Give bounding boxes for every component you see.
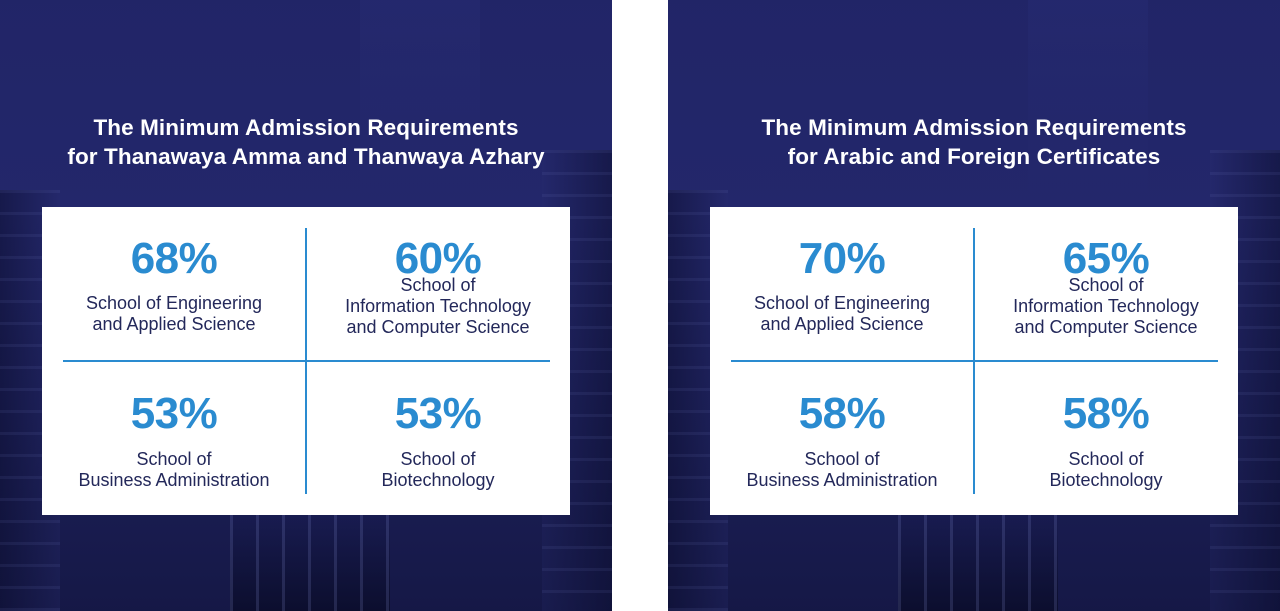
panel-title-line: The Minimum Admission Requirements xyxy=(761,115,1187,140)
requirement-engineering: 70% School of Engineering and Applied Sc… xyxy=(710,237,974,335)
requirement-percent: 60% xyxy=(394,234,482,283)
school-name-line: and Computer Science xyxy=(346,317,530,337)
school-name: School of Engineering and Applied Scienc… xyxy=(710,293,974,335)
building-backdrop xyxy=(898,500,1058,611)
school-name: School of Biotechnology xyxy=(974,449,1238,491)
school-name-line: and Applied Science xyxy=(760,314,924,334)
panel-title-line: for Thanawaya Amma and Thanwaya Azhary xyxy=(67,144,545,169)
school-name: School of Information Technology and Com… xyxy=(306,275,570,338)
school-name: School of Business Administration xyxy=(42,449,306,491)
school-name-line: Business Administration xyxy=(78,470,270,490)
admission-panel-foreign-certificates: The Minimum Admission Requirements for A… xyxy=(668,0,1280,611)
school-name-line: Business Administration xyxy=(746,470,938,490)
panel-title: The Minimum Admission Requirements for A… xyxy=(668,113,1280,171)
school-name-line: School of Engineering xyxy=(85,293,263,313)
requirement-engineering: 68% School of Engineering and Applied Sc… xyxy=(42,237,306,335)
requirement-percent: 68% xyxy=(130,234,218,283)
requirement-percent: 65% xyxy=(1062,234,1150,283)
school-name-line: Biotechnology xyxy=(1049,470,1163,490)
admission-panel-thanawaya: The Minimum Admission Requirements for T… xyxy=(0,0,612,611)
school-name-line: and Computer Science xyxy=(1014,317,1198,337)
school-name-line: School of xyxy=(136,449,212,469)
requirement-percent: 53% xyxy=(130,389,218,438)
requirements-card: 68% School of Engineering and Applied Sc… xyxy=(42,207,570,515)
school-name-line: and Applied Science xyxy=(92,314,256,334)
requirement-biotechnology: 53% School of Biotechnology xyxy=(306,392,570,491)
card-horizontal-divider xyxy=(731,360,1218,362)
requirement-percent: 58% xyxy=(798,389,886,438)
panel-title-line: for Arabic and Foreign Certificates xyxy=(787,144,1161,169)
school-name-line: Information Technology xyxy=(345,296,531,316)
requirement-percent: 58% xyxy=(1062,389,1150,438)
panel-title: The Minimum Admission Requirements for T… xyxy=(0,113,612,171)
school-name-line: School of xyxy=(400,275,476,295)
requirement-business-administration: 53% School of Business Administration xyxy=(42,392,306,491)
requirement-information-technology: 65% School of Information Technology and… xyxy=(974,237,1238,338)
requirements-card: 70% School of Engineering and Applied Sc… xyxy=(710,207,1238,515)
requirement-information-technology: 60% School of Information Technology and… xyxy=(306,237,570,338)
school-name: School of Information Technology and Com… xyxy=(974,275,1238,338)
school-name-line: Information Technology xyxy=(1013,296,1199,316)
panel-title-line: The Minimum Admission Requirements xyxy=(93,115,519,140)
card-horizontal-divider xyxy=(63,360,550,362)
requirement-business-administration: 58% School of Business Administration xyxy=(710,392,974,491)
school-name: School of Business Administration xyxy=(710,449,974,491)
school-name: School of Engineering and Applied Scienc… xyxy=(42,293,306,335)
school-name-line: Biotechnology xyxy=(381,470,495,490)
school-name: School of Biotechnology xyxy=(306,449,570,491)
school-name-line: School of xyxy=(400,449,476,469)
requirement-biotechnology: 58% School of Biotechnology xyxy=(974,392,1238,491)
school-name-line: School of xyxy=(804,449,880,469)
building-backdrop xyxy=(230,500,390,611)
requirement-percent: 70% xyxy=(798,234,886,283)
school-name-line: School of xyxy=(1068,275,1144,295)
school-name-line: School of xyxy=(1068,449,1144,469)
school-name-line: School of Engineering xyxy=(753,293,931,313)
requirement-percent: 53% xyxy=(394,389,482,438)
